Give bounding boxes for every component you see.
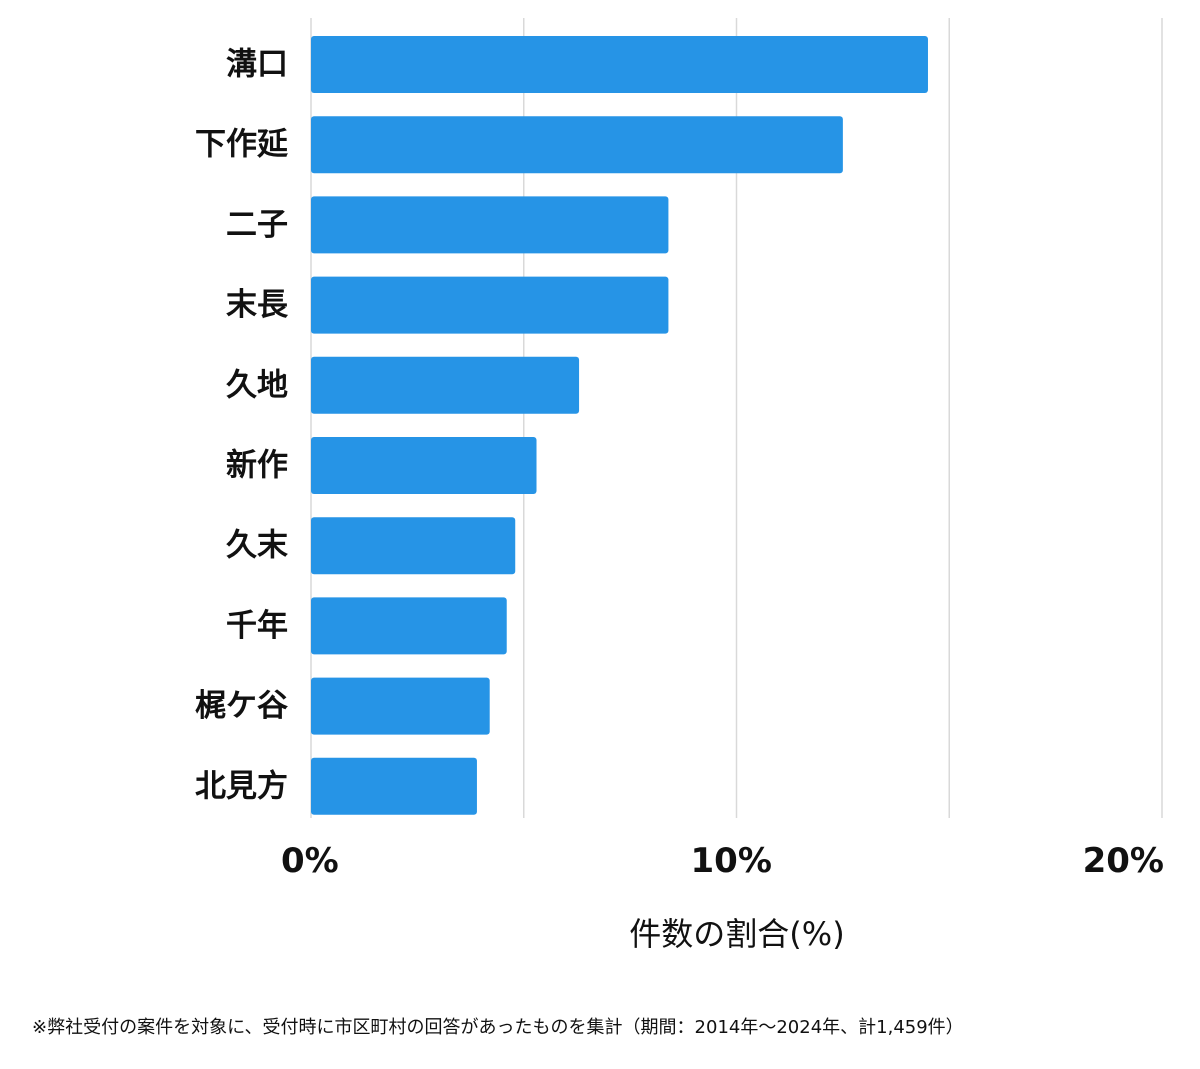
category-label: 下作延 [195, 127, 289, 163]
category-label: 久末 [226, 528, 288, 564]
bar [311, 356, 580, 414]
category-label: 末長 [226, 287, 289, 323]
x-tick-label: 20% [1083, 841, 1164, 881]
bar [311, 757, 477, 815]
category-label: 梶ケ谷 [195, 688, 288, 724]
x-axis-title: 件数の割合(%) [629, 915, 844, 953]
bar [311, 437, 537, 494]
category-label: 溝口 [226, 47, 288, 83]
category-label: 新作 [226, 448, 288, 484]
bar [311, 36, 928, 93]
bar [311, 116, 843, 174]
category-label: 千年 [226, 608, 288, 644]
footnote: ※弊社受付の案件を対象に、受付時に市区町村の回答があったものを集計（期間：201… [32, 1017, 964, 1038]
category-label: 二子 [226, 207, 288, 243]
category-label: 北見方 [195, 768, 288, 804]
bar [311, 677, 490, 735]
bars [311, 36, 928, 815]
bar [311, 517, 516, 575]
category-label: 久地 [226, 367, 288, 403]
x-tick-label: 10% [691, 841, 772, 881]
bar [311, 196, 669, 254]
bar [311, 597, 507, 655]
x-tick-label: 0% [281, 841, 339, 881]
bar [311, 276, 669, 334]
x-tick-labels: 0% 10% 20% [281, 841, 1164, 881]
